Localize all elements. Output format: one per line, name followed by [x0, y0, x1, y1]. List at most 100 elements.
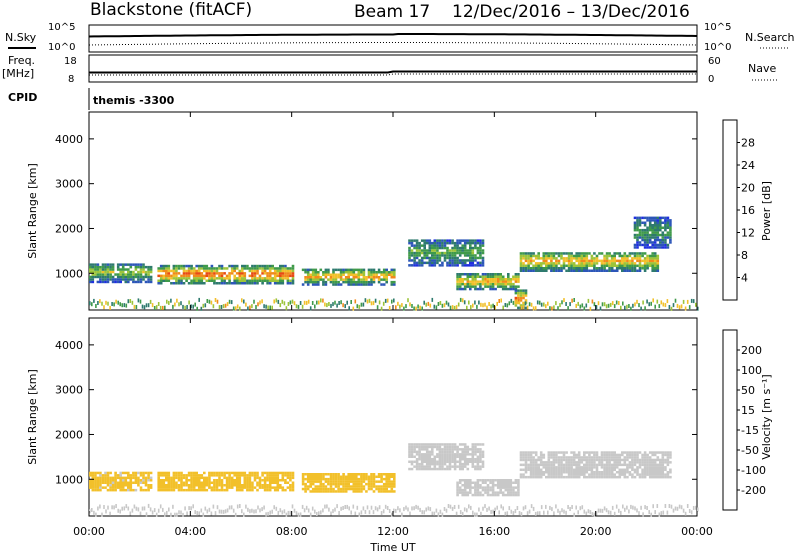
heatmap-cell [111, 488, 115, 492]
heatmap-cell [167, 272, 171, 275]
heatmap-cell [550, 451, 553, 454]
heatmap-cell [669, 226, 672, 229]
heatmap-cell [458, 261, 462, 265]
heatmap-cell [170, 479, 173, 482]
heatmap-cell [628, 463, 632, 467]
heatmap-cell [197, 488, 201, 492]
heatmap-cell [461, 443, 464, 446]
heatmap-cell [175, 277, 178, 280]
heatmap-cell [551, 306, 553, 311]
heatmap-cell [496, 493, 500, 497]
heatmap-cell [287, 302, 290, 306]
heatmap-cell [456, 287, 459, 291]
heatmap-cell [243, 512, 245, 517]
heatmap-cell [133, 504, 136, 509]
heatmap-cell [608, 264, 611, 267]
heatmap-cell [228, 481, 231, 484]
heatmap-cell [258, 279, 262, 282]
heatmap-cell [420, 460, 424, 463]
heatmap-cell [427, 301, 430, 306]
heatmap-cell [423, 453, 426, 456]
heatmap-cell [543, 302, 545, 307]
heatmap-cell [177, 277, 181, 280]
heatmap-cell [524, 267, 528, 270]
heatmap-cell [119, 275, 122, 279]
heatmap-cell [656, 475, 660, 479]
heatmap-cell [339, 283, 343, 286]
heatmap-cell [299, 301, 302, 305]
heatmap-cell [408, 256, 411, 260]
heatmap-cell [420, 244, 424, 247]
heatmap-cell [446, 443, 449, 446]
heatmap-cell [636, 269, 639, 272]
heatmap-cell [309, 490, 312, 493]
heatmap-cell [653, 236, 657, 239]
heatmap-cell [391, 512, 393, 517]
heatmap-cell [386, 506, 389, 510]
heatmap-cell [246, 264, 249, 268]
heatmap-cell [532, 458, 535, 462]
heatmap-cell [332, 273, 335, 276]
heatmap-cell [157, 474, 160, 477]
heatmap-cell [143, 305, 146, 310]
heatmap-cell [295, 304, 298, 309]
heatmap-cell [200, 306, 203, 311]
heatmap-cell [692, 506, 695, 510]
heatmap-cell [481, 287, 485, 291]
heatmap-cell [139, 278, 143, 281]
heatmap-cell [147, 270, 150, 274]
heatmap-cell [458, 453, 462, 456]
heatmap-cell [600, 262, 604, 265]
heatmap-cell [147, 488, 150, 492]
heatmap-cell [355, 280, 358, 284]
heatmap-cell [377, 271, 381, 274]
heatmap-cell [551, 507, 553, 512]
heatmap-cell [431, 467, 434, 471]
heatmap-cell [367, 487, 371, 491]
heatmap-cell [519, 267, 523, 270]
heatmap-cell [446, 264, 449, 267]
heatmap-cell [251, 488, 254, 492]
heatmap-cell [588, 458, 591, 462]
heatmap-cell [559, 510, 561, 515]
heatmap-cell [284, 274, 287, 278]
heatmap-cell [501, 275, 505, 278]
heatmap-cell [355, 482, 358, 486]
heatmap-cell [94, 479, 97, 482]
heatmap-cell [358, 304, 361, 309]
heatmap-cell [529, 456, 533, 459]
heatmap-cell [552, 451, 556, 454]
heatmap-cell [651, 267, 654, 270]
heatmap-cell [640, 505, 642, 510]
heatmap-cell [517, 301, 520, 305]
heatmap-cell [238, 274, 242, 278]
heatmap-cell [127, 486, 130, 489]
heatmap-cell [159, 474, 163, 477]
heatmap-cell [643, 241, 647, 244]
heatmap-cell [532, 456, 535, 459]
heatmap-cell [575, 475, 578, 479]
heatmap-cell [580, 254, 584, 258]
heatmap-cell [575, 468, 578, 471]
heatmap-cell [539, 269, 543, 272]
heatmap-cell [375, 475, 378, 478]
heatmap-cell [190, 304, 192, 309]
heatmap-cell [527, 269, 530, 272]
heatmap-cell [101, 481, 105, 484]
heatmap-cell [598, 461, 601, 464]
heatmap-cell [134, 479, 138, 482]
heatmap-cell [303, 508, 306, 513]
heatmap-cell [281, 269, 285, 273]
heatmap-cell [418, 467, 421, 471]
heatmap-cell [134, 476, 138, 480]
heatmap-cell [127, 263, 130, 266]
heatmap-cell [550, 264, 553, 267]
heatmap-cell [377, 280, 381, 284]
heatmap-cell [197, 282, 201, 285]
heatmap-cell [89, 484, 92, 487]
heatmap-cell [365, 278, 368, 281]
heatmap-cell [605, 304, 608, 309]
heatmap-cell [94, 270, 97, 274]
heatmap-cell [501, 486, 505, 489]
heatmap-cell [567, 254, 571, 258]
